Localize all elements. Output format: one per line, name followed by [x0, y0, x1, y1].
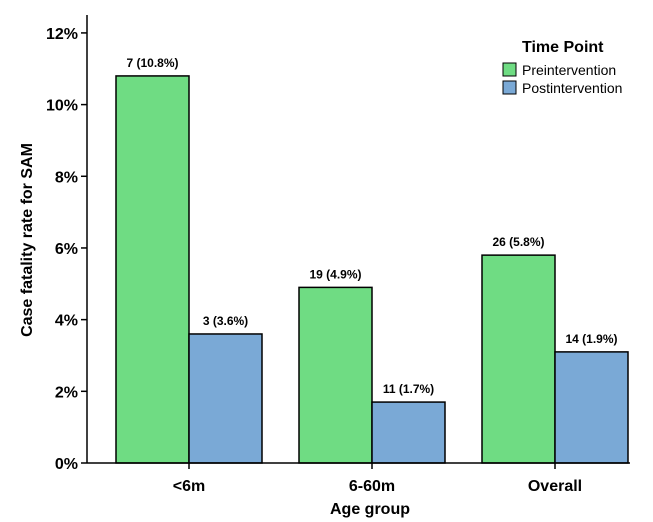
y-tick-label-0: 0%	[55, 456, 78, 473]
y-axis: 0% 2% 4% 6% 8% 10% 12%	[46, 15, 88, 473]
bar-label-pre-1: 19 (4.9%)	[309, 267, 361, 281]
legend: Time Point Preintervention Postintervent…	[502, 39, 622, 96]
bar-pre-1	[298, 286, 373, 464]
x-ticks: <6m 6-60m Overall	[173, 463, 582, 495]
bar-label-post-0: 3 (3.6%)	[203, 314, 248, 328]
legend-label-postintervention: Postintervention	[522, 80, 622, 96]
y-tick-label-5: 10%	[46, 98, 78, 115]
bar-label-pre-2: 26 (5.8%)	[492, 235, 544, 249]
legend-title: Time Point	[522, 39, 604, 56]
y-tick-label-3: 6%	[55, 241, 78, 258]
bar-label-post-2: 14 (1.9%)	[565, 332, 617, 346]
y-axis-title: Case fatality rate for SAM	[19, 143, 36, 337]
y-tick-label-1: 2%	[55, 384, 78, 401]
bars-layer	[115, 75, 629, 464]
y-tick-label-6: 12%	[46, 26, 78, 43]
x-tick-label-1: 6-60m	[349, 478, 395, 495]
bar-label-post-1: 11 (1.7%)	[383, 382, 434, 396]
legend-swatch-preintervention	[502, 62, 517, 77]
x-tick-label-0: <6m	[173, 478, 205, 495]
bar-label-pre-0: 7 (10.8%)	[126, 56, 178, 70]
x-tick-label-2: Overall	[528, 478, 582, 495]
bar-labels-layer: 7 (10.8%) 3 (3.6%) 19 (4.9%) 11 (1.7%) 26 (5…	[126, 56, 617, 396]
bar-pre-2	[481, 254, 556, 464]
x-axis: <6m 6-60m Overall	[87, 462, 630, 495]
bar-post-0	[188, 333, 263, 464]
y-tick-label-4: 8%	[55, 169, 78, 186]
y-ticks: 0% 2% 4% 6% 8% 10% 12%	[46, 26, 87, 473]
legend-label-preintervention: Preintervention	[522, 62, 616, 78]
y-tick-label-2: 4%	[55, 313, 78, 330]
legend-swatch-postintervention	[502, 80, 517, 95]
bar-pre-0	[115, 75, 190, 464]
bar-post-1	[371, 401, 446, 464]
bar-post-2	[554, 351, 629, 464]
x-axis-title: Age group	[330, 501, 410, 518]
